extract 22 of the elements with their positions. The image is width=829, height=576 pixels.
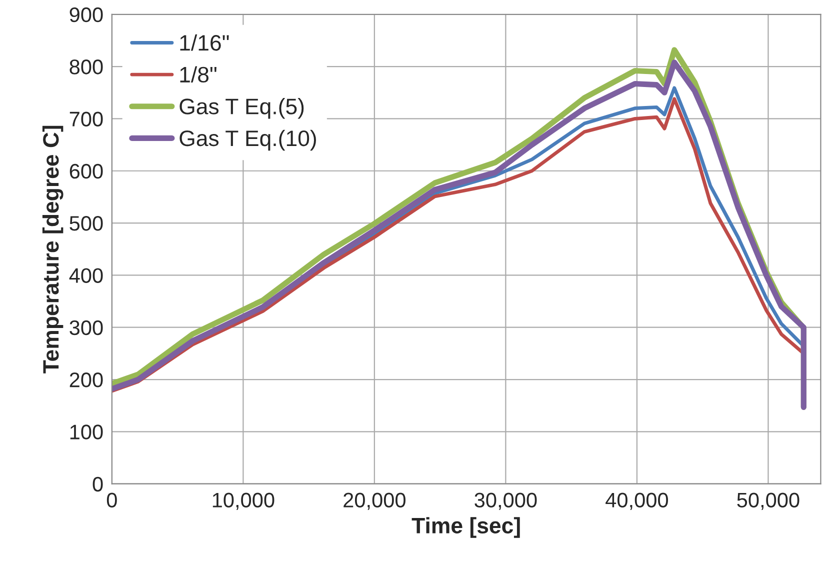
x-tick-label: 40,000 bbox=[606, 492, 668, 510]
y-tick-label: 500 bbox=[70, 216, 103, 231]
y-tick-label: 700 bbox=[70, 112, 103, 126]
legend-label: Gas T Eq.(10) bbox=[180, 130, 316, 151]
y-tick-label: 600 bbox=[70, 164, 103, 179]
y-tick-label: 200 bbox=[70, 372, 103, 388]
x-tick-label: 10,000 bbox=[212, 492, 274, 510]
legend-label: 1/8" bbox=[180, 66, 216, 83]
legend-label: 1/16" bbox=[180, 34, 229, 51]
x-tick-label: 20,000 bbox=[344, 492, 406, 510]
y-tick-label: 0 bbox=[92, 476, 103, 492]
x-tick-label: 50,000 bbox=[737, 492, 800, 510]
y-tick-label: 800 bbox=[70, 60, 103, 74]
y-tick-label: 100 bbox=[70, 424, 103, 440]
x-axis-title: Time [sec] bbox=[412, 517, 520, 538]
y-tick-label: 400 bbox=[69, 268, 103, 283]
x-tick-label: 0 bbox=[106, 492, 117, 508]
y-tick-label: 900 bbox=[70, 7, 103, 22]
legend-label: Gas T Eq.(5) bbox=[180, 98, 304, 119]
y-tick-label: 300 bbox=[70, 320, 103, 336]
y-axis-title: Temperature [degree C] bbox=[42, 126, 64, 374]
x-tick-label: 30,000 bbox=[474, 492, 537, 510]
